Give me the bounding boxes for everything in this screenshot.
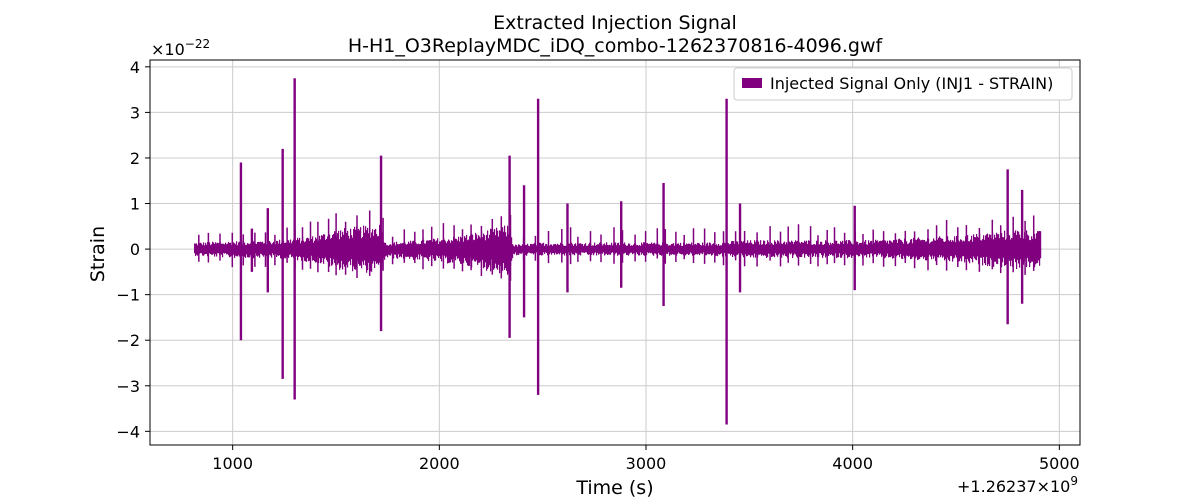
x-axis: 1000 2000 3000 4000 5000 [212, 445, 1080, 473]
y-tick-label: 2 [130, 149, 140, 168]
y-scale-base: ×10 [151, 40, 185, 59]
y-tick-label: −3 [116, 377, 140, 396]
legend-swatch [742, 78, 762, 88]
x-offset-exponent: 9 [1070, 474, 1078, 488]
y-scale-exponent: −22 [185, 37, 210, 51]
x-tick-label: 4000 [832, 454, 873, 473]
legend: Injected Signal Only (INJ1 - STRAIN) [733, 67, 1073, 101]
chart-subtitle: H-H1_O3ReplayMDC_iDQ_combo-1262370816-40… [348, 35, 884, 57]
chart-title: Extracted Injection Signal [493, 12, 737, 34]
y-axis: 4 3 2 1 0 −1 −2 −3 −4 [116, 58, 150, 441]
y-tick-label: −4 [116, 422, 140, 441]
signal-series [194, 78, 1042, 425]
y-tick-label: 3 [130, 103, 140, 122]
x-axis-label: Time (s) [575, 477, 653, 499]
legend-box [733, 67, 1073, 101]
y-tick-label: 0 [130, 240, 140, 259]
x-offset-base: +1.26237×10 [957, 477, 1070, 496]
x-offset-label: +1.26237×109 [957, 474, 1078, 496]
y-tick-label: −2 [116, 331, 140, 350]
y-tick-label: 1 [130, 195, 140, 214]
y-tick-label: 4 [130, 58, 140, 77]
plot-frame [149, 59, 1081, 446]
y-scale-label: ×10−22 [151, 37, 210, 59]
legend-label: Injected Signal Only (INJ1 - STRAIN) [770, 74, 1053, 93]
x-tick-label: 3000 [626, 454, 667, 473]
x-tick-label: 2000 [419, 454, 460, 473]
y-tick-label: −1 [116, 286, 140, 305]
x-tick-label: 1000 [212, 454, 253, 473]
x-tick-label: 5000 [1039, 454, 1080, 473]
y-axis-label: Strain [87, 226, 109, 282]
